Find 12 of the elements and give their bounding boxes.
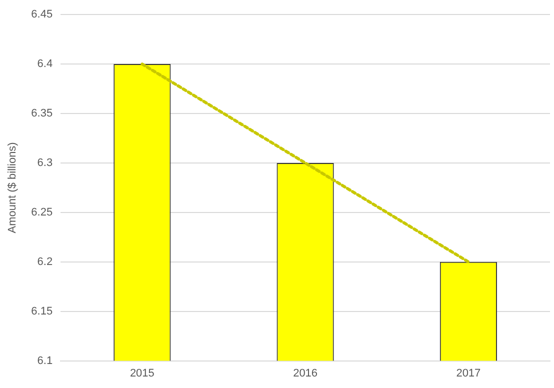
y-tick-label: 6.35 [31, 108, 53, 120]
y-tick-label: 6.3 [37, 157, 53, 170]
x-tick-label: 2016 [293, 367, 318, 380]
y-axis-title: Amount ($ billions) [6, 142, 19, 234]
y-tick-label: 6.45 [31, 8, 53, 21]
y-tick-label: 6.25 [31, 206, 53, 218]
y-tick-label: 6.2 [37, 256, 53, 268]
y-tick-label: 6.1 [37, 354, 53, 367]
x-tick-label: 2017 [456, 367, 481, 380]
y-tick-label: 6.4 [37, 58, 53, 70]
y-tick-label: 6.15 [31, 305, 53, 318]
x-tick-label: 2015 [130, 367, 154, 380]
